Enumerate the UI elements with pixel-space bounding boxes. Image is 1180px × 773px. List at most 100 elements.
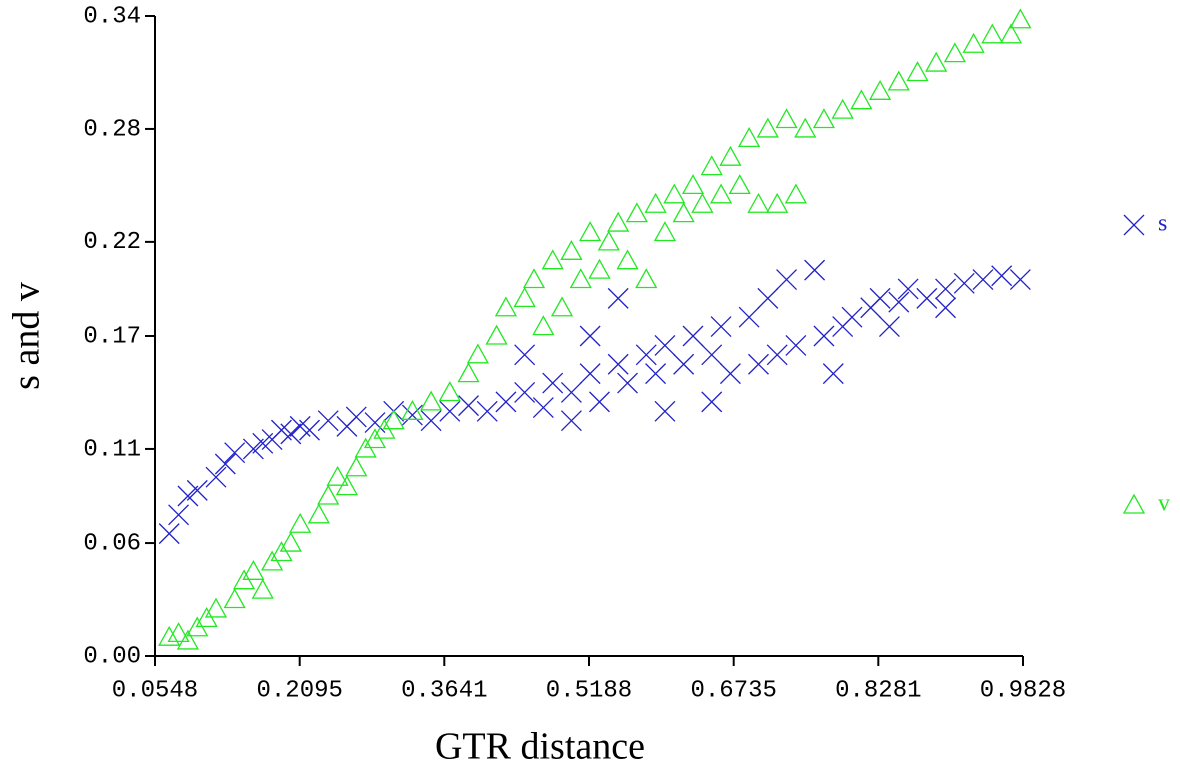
point-triangle [906,61,929,82]
point-x [345,406,367,428]
point-x [514,382,536,403]
point-x [589,391,610,413]
point-triangle [887,70,910,91]
point-triangle [709,183,733,204]
point-triangle [569,268,592,289]
point-triangle [279,531,302,552]
point-triangle [597,230,620,251]
point-x [888,291,910,313]
point-x [401,404,423,426]
point-triangle [485,324,508,345]
point-triangle [691,192,714,213]
point-triangle [672,202,695,223]
point-x [224,442,246,464]
point-triangle [999,23,1023,44]
point-triangle [588,258,611,279]
point-triangle [513,287,536,308]
point-x [804,259,826,281]
y-tick-label: 0.22 [83,229,141,256]
point-triangle [522,268,546,289]
point-triangle [607,211,630,232]
x-axis-title: GTR distance [435,726,645,768]
point-x [420,410,442,432]
point-x [776,269,798,290]
point-triangle [943,42,967,63]
point-x [242,438,264,460]
point-triangle [307,503,330,524]
point-triangle [167,622,190,643]
point-x [607,287,629,309]
point-triangle [981,23,1004,44]
point-triangle [681,174,705,195]
point-triangle [784,183,808,204]
point-triangle [401,399,424,420]
x-tick-label: 0.5188 [546,677,632,704]
point-triangle [812,108,836,129]
point-triangle [550,296,574,317]
point-triangle [644,192,667,213]
point-x [205,466,227,488]
point-x [813,325,835,347]
point-triangle [616,249,639,270]
point-x [682,325,704,347]
point-x [635,344,657,366]
point-x [785,334,807,356]
point-x [972,269,994,290]
point-triangle [1009,8,1032,29]
x-tick-label: 0.2095 [256,677,342,704]
point-triangle [204,597,228,618]
point-triangle [176,629,200,650]
point-x [654,334,676,356]
point-x [1009,269,1031,290]
legend-marker [1123,214,1145,236]
y-tick-label: 0.17 [83,323,141,350]
point-x [766,344,788,366]
point-x [654,400,676,422]
point-triangle [560,239,583,260]
point-x [299,419,320,441]
point-triangle [335,475,359,496]
point-x [673,353,695,375]
point-x [757,287,779,309]
point-x [916,287,938,309]
point-triangle [382,409,405,430]
point-triangle [317,484,340,505]
y-tick-label: 0.11 [83,436,141,463]
point-x [935,278,957,300]
point-triangle [466,343,489,364]
point-x [701,391,723,413]
point-x [748,353,769,375]
point-x [186,479,208,501]
point-triangle [738,127,761,148]
point-triangle [345,456,368,477]
point-triangle [625,202,648,223]
point-x [514,344,536,366]
point-x [476,400,498,422]
point-x [542,372,564,394]
point-triangle [925,51,948,72]
point-triangle [457,362,480,383]
point-x [579,363,601,385]
point-x [560,410,582,432]
point-triangle [251,578,274,599]
y-tick-label: 0.34 [83,3,141,30]
x-tick-label: 0.6735 [690,677,776,704]
y-tick-label: 0.06 [83,530,141,557]
point-triangle [494,296,518,317]
x-tick-label: 0.8281 [835,677,921,704]
point-x [719,363,741,385]
point-triangle [438,381,461,402]
point-triangle [766,192,789,213]
y-tick-label: 0.28 [83,116,141,143]
point-x [214,453,236,475]
point-x [579,325,601,347]
legend-label: v [1158,491,1170,517]
point-triangle [868,79,892,100]
point-triangle [242,559,265,580]
legend-marker [1122,493,1146,514]
x-tick-label: 0.3641 [401,677,487,704]
point-x [532,397,554,418]
point-triangle [794,117,817,138]
point-triangle [747,192,770,213]
point-x [645,363,667,385]
